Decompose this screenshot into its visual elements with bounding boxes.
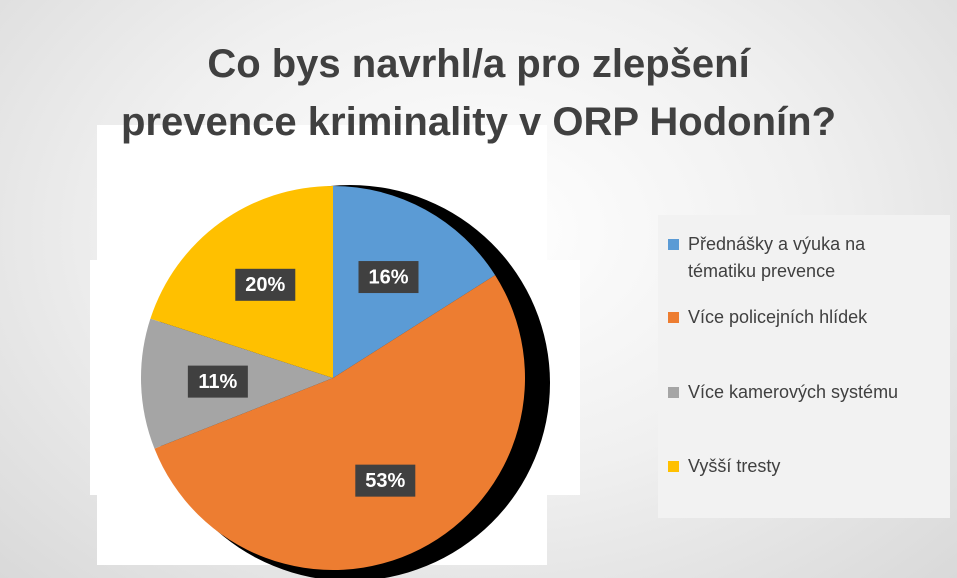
chart-title: Co bys navrhl/a pro zlepšení	[207, 42, 750, 86]
legend-label: Přednášky a výuka na tématiku prevence	[688, 234, 866, 281]
chart-title: prevence kriminality v ORP Hodonín?	[121, 100, 836, 144]
legend-swatch	[668, 387, 679, 398]
legend-swatch	[668, 312, 679, 323]
legend-swatch	[668, 239, 679, 250]
legend-item: Přednášky a výuka na tématiku prevence	[668, 231, 938, 285]
legend-swatch	[668, 461, 679, 472]
value-label-box	[235, 268, 296, 301]
value-label: 11%	[198, 371, 237, 393]
legend-label: Vyšší tresty	[688, 456, 781, 476]
legend-item: Vyšší tresty	[668, 453, 938, 480]
value-label-box	[187, 365, 248, 398]
value-label-box	[358, 261, 419, 294]
legend-item: Více policejních hlídek	[668, 304, 938, 331]
value-label: 20%	[245, 274, 285, 296]
legend: Přednášky a výuka na tématiku prevence Ví…	[658, 215, 950, 518]
pie-slice	[154, 275, 525, 571]
legend-label: Více kamerových systému	[688, 382, 899, 402]
legend-label: Více policejních hlídek	[688, 307, 868, 327]
value-label: 16%	[368, 266, 408, 288]
value-label: 53%	[365, 470, 405, 492]
value-label-box	[355, 464, 416, 497]
legend-item: Více kamerových systému	[668, 379, 938, 406]
